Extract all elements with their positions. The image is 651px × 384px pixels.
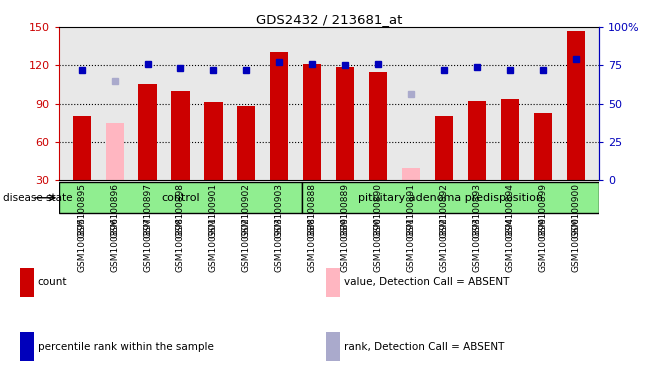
Text: GSM100888: GSM100888 [308,217,317,272]
Bar [326,268,340,297]
Bar [139,84,157,180]
Bar [73,116,90,180]
Bar [567,31,585,180]
Text: GSM100900: GSM100900 [572,217,580,272]
Text: GSM100894: GSM100894 [505,217,514,271]
Bar [534,113,552,180]
Bar [204,103,223,180]
Title: GDS2432 / 213681_at: GDS2432 / 213681_at [256,13,402,26]
Text: GSM100894: GSM100894 [505,183,514,238]
Text: GSM100901: GSM100901 [209,217,218,272]
Text: pituitary adenoma predisposition: pituitary adenoma predisposition [358,193,543,203]
Text: GSM100892: GSM100892 [439,217,449,271]
Bar [171,91,189,180]
Bar [326,333,340,361]
Text: GSM100902: GSM100902 [242,217,251,271]
Text: GSM100902: GSM100902 [242,183,251,238]
Text: percentile rank within the sample: percentile rank within the sample [38,342,214,352]
Text: GSM100897: GSM100897 [143,217,152,272]
Text: GSM100900: GSM100900 [572,183,580,238]
Text: GSM100896: GSM100896 [110,217,119,272]
Text: GSM100899: GSM100899 [538,183,547,238]
Bar [369,72,387,180]
Bar [303,64,322,180]
Bar [468,101,486,180]
Text: count: count [38,277,67,287]
Bar [238,106,255,180]
Bar [20,333,34,361]
Bar [59,182,303,214]
Text: value, Detection Call = ABSENT: value, Detection Call = ABSENT [344,277,509,287]
Text: disease state: disease state [3,193,73,203]
Text: control: control [161,193,200,203]
Text: GSM100901: GSM100901 [209,183,218,238]
Bar [501,99,519,180]
Text: GSM100895: GSM100895 [77,183,86,238]
Text: GSM100898: GSM100898 [176,183,185,238]
Text: GSM100890: GSM100890 [374,217,383,272]
Text: GSM100896: GSM100896 [110,183,119,238]
Text: GSM100888: GSM100888 [308,183,317,238]
Bar [105,123,124,180]
Text: GSM100903: GSM100903 [275,183,284,238]
Text: rank, Detection Call = ABSENT: rank, Detection Call = ABSENT [344,342,504,352]
Text: GSM100889: GSM100889 [340,217,350,272]
Text: GSM100895: GSM100895 [77,217,86,272]
Bar [402,168,420,180]
Bar [270,53,288,180]
Text: GSM100898: GSM100898 [176,217,185,272]
Bar [303,182,599,214]
Text: GSM100892: GSM100892 [439,183,449,238]
Text: GSM100899: GSM100899 [538,217,547,272]
Text: GSM100889: GSM100889 [340,183,350,238]
Text: GSM100891: GSM100891 [407,183,415,238]
Text: GSM100891: GSM100891 [407,217,415,272]
Bar [20,268,34,297]
Text: GSM100890: GSM100890 [374,183,383,238]
Bar [336,66,354,180]
Text: GSM100893: GSM100893 [473,183,482,238]
Text: GSM100893: GSM100893 [473,217,482,272]
Bar [435,116,453,180]
Text: GSM100897: GSM100897 [143,183,152,238]
Text: GSM100903: GSM100903 [275,217,284,272]
